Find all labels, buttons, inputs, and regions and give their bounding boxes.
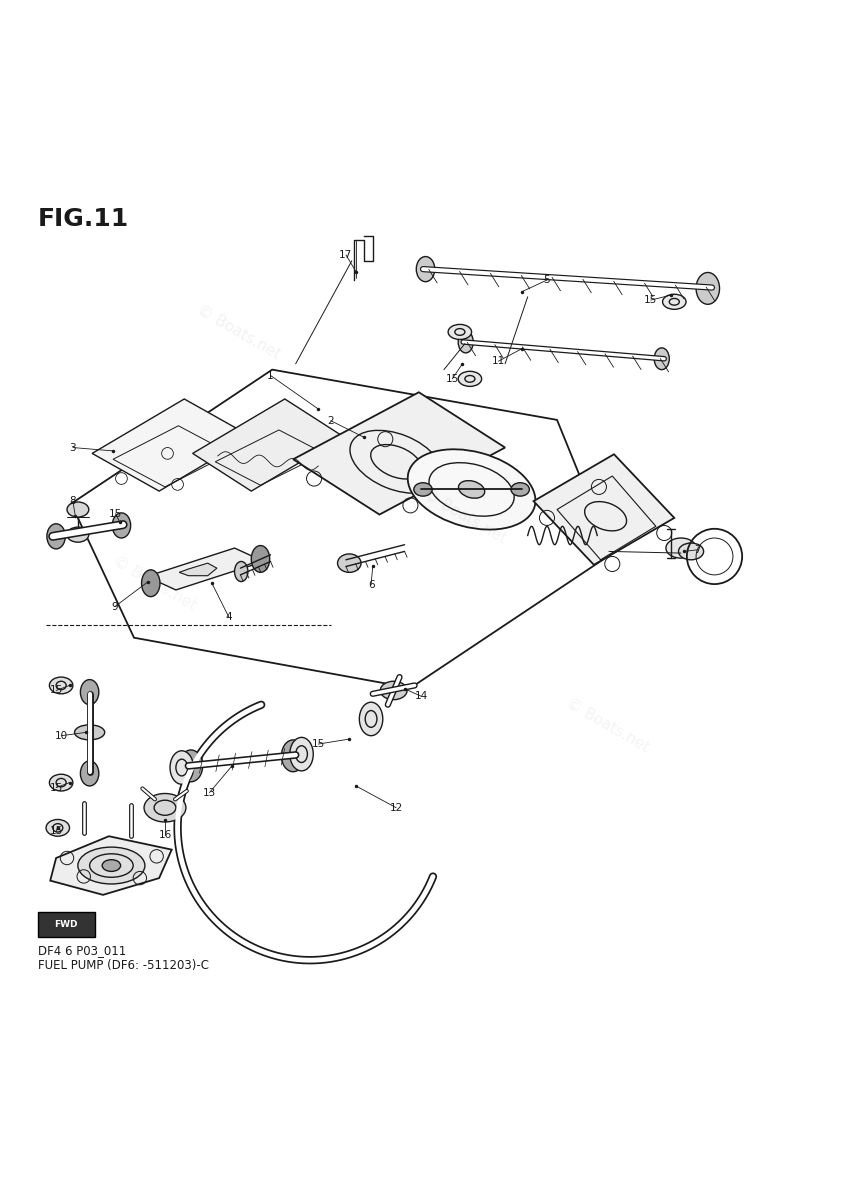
Ellipse shape xyxy=(662,294,686,310)
Ellipse shape xyxy=(141,570,160,596)
Text: DF4 6 P03_011: DF4 6 P03_011 xyxy=(38,943,126,956)
Ellipse shape xyxy=(78,847,145,884)
Text: 2: 2 xyxy=(327,415,334,426)
Text: 9: 9 xyxy=(112,601,118,612)
Text: 15: 15 xyxy=(311,739,325,749)
Ellipse shape xyxy=(47,523,65,548)
Ellipse shape xyxy=(654,348,669,370)
Text: 1: 1 xyxy=(267,371,274,380)
Bar xyxy=(38,912,95,937)
Text: 12: 12 xyxy=(389,803,403,812)
Ellipse shape xyxy=(290,737,313,770)
Text: 5: 5 xyxy=(544,275,550,286)
Ellipse shape xyxy=(416,257,435,282)
Ellipse shape xyxy=(338,554,361,572)
Text: 15: 15 xyxy=(109,509,122,518)
Ellipse shape xyxy=(67,527,89,542)
Ellipse shape xyxy=(360,702,382,736)
Polygon shape xyxy=(92,398,251,491)
Text: 11: 11 xyxy=(492,356,505,366)
Polygon shape xyxy=(534,455,674,565)
Text: 7: 7 xyxy=(695,545,701,554)
Ellipse shape xyxy=(511,482,530,496)
Polygon shape xyxy=(193,398,343,491)
Text: 4: 4 xyxy=(225,612,232,622)
Ellipse shape xyxy=(381,682,407,700)
Ellipse shape xyxy=(102,859,121,871)
Text: © Boats.net: © Boats.net xyxy=(563,696,651,756)
Text: 14: 14 xyxy=(415,691,428,701)
Text: 15: 15 xyxy=(446,374,459,384)
Text: © Boats.net: © Boats.net xyxy=(195,302,283,361)
Text: © Boats.net: © Boats.net xyxy=(420,486,509,546)
Ellipse shape xyxy=(144,793,186,822)
Ellipse shape xyxy=(459,331,473,353)
Polygon shape xyxy=(146,548,264,590)
Ellipse shape xyxy=(49,677,73,694)
Text: 13: 13 xyxy=(203,787,216,798)
Ellipse shape xyxy=(234,562,248,582)
Ellipse shape xyxy=(448,324,471,340)
Text: FWD: FWD xyxy=(54,919,78,929)
Polygon shape xyxy=(294,392,505,515)
Ellipse shape xyxy=(251,546,270,572)
Polygon shape xyxy=(50,836,172,895)
Text: 17: 17 xyxy=(339,250,353,260)
Text: 15: 15 xyxy=(49,782,63,793)
Ellipse shape xyxy=(408,449,536,529)
Ellipse shape xyxy=(67,502,89,517)
Ellipse shape xyxy=(80,761,99,786)
Ellipse shape xyxy=(414,482,432,496)
Text: FIG.11: FIG.11 xyxy=(38,206,129,230)
Text: 3: 3 xyxy=(69,443,76,452)
Ellipse shape xyxy=(696,272,720,305)
Ellipse shape xyxy=(666,538,696,558)
Ellipse shape xyxy=(678,544,704,559)
Text: 8: 8 xyxy=(69,496,76,506)
Ellipse shape xyxy=(113,512,130,538)
Ellipse shape xyxy=(49,774,73,791)
Ellipse shape xyxy=(80,679,99,704)
Ellipse shape xyxy=(179,750,203,781)
Ellipse shape xyxy=(74,725,105,740)
Ellipse shape xyxy=(46,820,69,836)
Text: 10: 10 xyxy=(54,731,68,740)
Text: © Boats.net: © Boats.net xyxy=(111,553,199,613)
Text: 15: 15 xyxy=(644,295,657,305)
Text: FUEL PUMP (DF6: -511203)-C: FUEL PUMP (DF6: -511203)-C xyxy=(38,959,209,972)
Polygon shape xyxy=(179,563,217,576)
Ellipse shape xyxy=(282,740,305,772)
Ellipse shape xyxy=(459,481,485,498)
Text: 15: 15 xyxy=(49,685,63,696)
Text: 6: 6 xyxy=(368,580,375,590)
Ellipse shape xyxy=(170,751,194,785)
Text: 16: 16 xyxy=(158,829,172,840)
Text: 15: 15 xyxy=(49,826,63,836)
Ellipse shape xyxy=(459,371,481,386)
